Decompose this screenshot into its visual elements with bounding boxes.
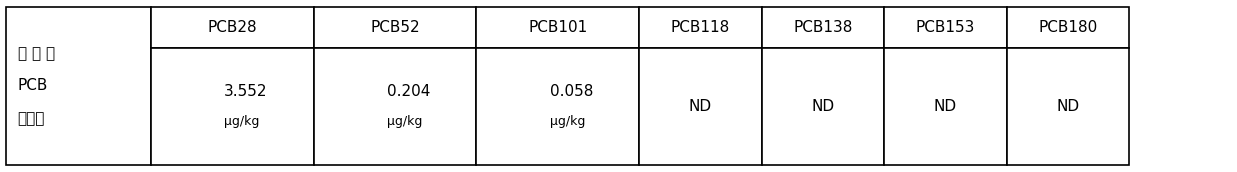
Bar xyxy=(151,48,313,165)
Bar xyxy=(476,7,640,48)
Text: 3.552: 3.552 xyxy=(224,84,267,99)
Bar xyxy=(884,48,1007,165)
Bar xyxy=(476,48,640,165)
Bar xyxy=(313,48,476,165)
Bar xyxy=(640,7,762,48)
Bar xyxy=(640,48,762,165)
Text: 0.058: 0.058 xyxy=(549,84,593,99)
Text: 泥 土 中: 泥 土 中 xyxy=(17,46,54,61)
Text: ND: ND xyxy=(689,99,713,114)
Bar xyxy=(762,48,884,165)
Bar xyxy=(762,7,884,48)
Bar xyxy=(6,7,151,165)
Bar xyxy=(313,7,476,48)
Text: PCB180: PCB180 xyxy=(1038,20,1097,35)
Text: PCB118: PCB118 xyxy=(670,20,730,35)
Bar xyxy=(1007,7,1129,48)
Text: μg/kg: μg/kg xyxy=(224,115,260,128)
Text: ND: ND xyxy=(811,99,835,114)
Text: μg/kg: μg/kg xyxy=(549,115,585,128)
Bar xyxy=(884,7,1007,48)
Text: PCB28: PCB28 xyxy=(208,20,257,35)
Text: 0.204: 0.204 xyxy=(387,84,430,99)
Text: 的浓度: 的浓度 xyxy=(17,111,45,126)
Text: PCB138: PCB138 xyxy=(793,20,852,35)
Text: PCB101: PCB101 xyxy=(528,20,588,35)
Text: μg/kg: μg/kg xyxy=(387,115,422,128)
Text: PCB52: PCB52 xyxy=(370,20,419,35)
Bar xyxy=(151,7,313,48)
Text: PCB153: PCB153 xyxy=(915,20,975,35)
Text: ND: ND xyxy=(1056,99,1080,114)
Text: PCB: PCB xyxy=(17,78,48,94)
Text: ND: ND xyxy=(934,99,957,114)
Bar xyxy=(1007,48,1129,165)
